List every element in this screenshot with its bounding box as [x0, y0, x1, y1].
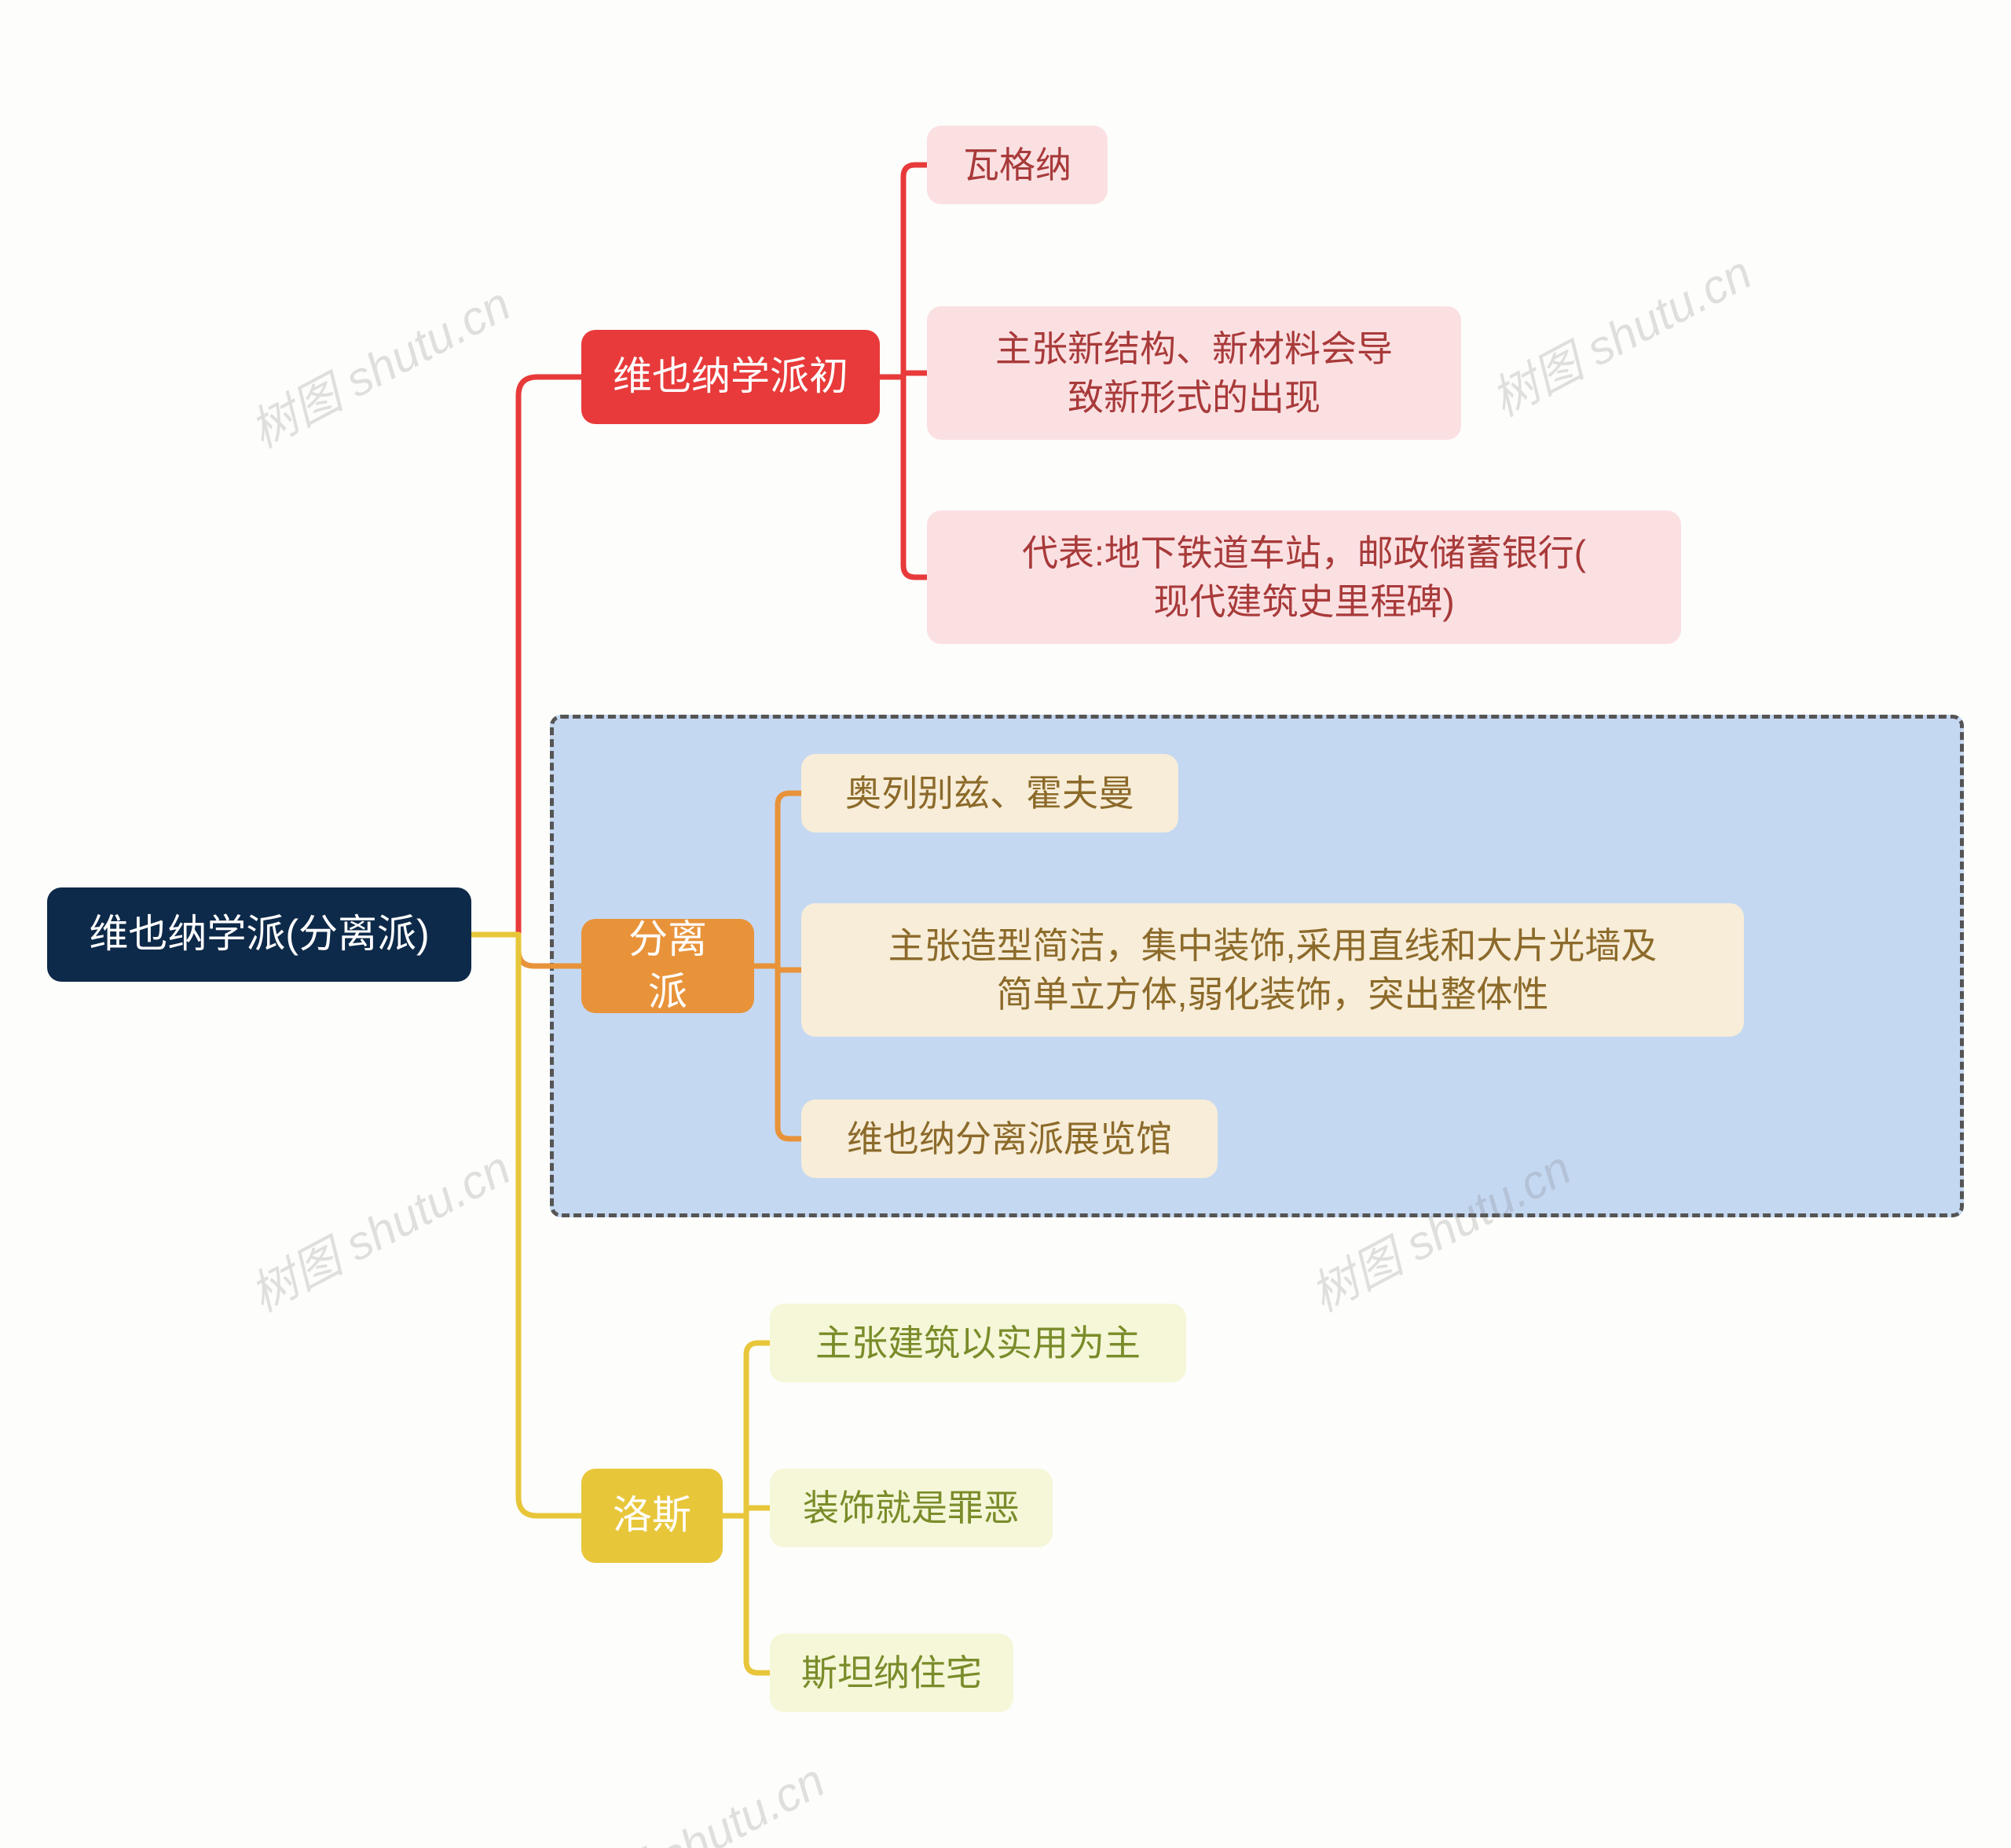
branch-label: 分离派 — [610, 913, 726, 1019]
leaf-label: 主张造型简洁，集中装饰,采用直线和大片光墙及 简单立方体,弱化装饰，突出整体性 — [888, 921, 1658, 1019]
leaf-label: 主张建筑以实用为主 — [815, 1319, 1141, 1367]
leaf-label: 装饰就是罪恶 — [803, 1484, 1020, 1532]
leaf-node[interactable]: 主张造型简洁，集中装饰,采用直线和大片光墙及 简单立方体,弱化装饰，突出整体性 — [801, 903, 1744, 1037]
leaf-label: 主张新结构、新材料会导 致新形式的出现 — [995, 324, 1393, 422]
branch-node[interactable]: 维也纳学派初 — [581, 330, 880, 424]
leaf-node[interactable]: 斯坦纳住宅 — [770, 1634, 1013, 1712]
branch-node[interactable]: 洛斯 — [581, 1469, 723, 1563]
watermark: 树图 shutu.cn — [1478, 236, 1762, 430]
leaf-node[interactable]: 代表:地下铁道车站，邮政储蓄银行( 现代建筑史里程碑) — [927, 510, 1681, 644]
mindmap-canvas: 维也纳学派(分离派) 维也纳学派初 瓦格纳主张新结构、新材料会导 致新形式的出现代… — [0, 0, 2011, 1848]
root-label: 维也纳学派(分离派) — [89, 908, 429, 961]
watermark: 树图 shutu.cn — [551, 1744, 835, 1848]
leaf-label: 代表:地下铁道车站，邮政储蓄银行( 现代建筑史里程碑) — [1022, 529, 1586, 626]
leaf-node[interactable]: 主张建筑以实用为主 — [770, 1304, 1186, 1382]
branch-label: 洛斯 — [613, 1489, 691, 1542]
watermark: 树图 shutu.cn — [236, 1131, 521, 1325]
leaf-label: 斯坦纳住宅 — [801, 1649, 982, 1697]
leaf-label: 奥列别兹、霍夫曼 — [845, 769, 1134, 818]
watermark: 树图 shutu.cn — [236, 267, 521, 461]
leaf-label: 维也纳分离派展览馆 — [847, 1114, 1172, 1163]
leaf-node[interactable]: 奥列别兹、霍夫曼 — [801, 754, 1178, 833]
leaf-node[interactable]: 主张新结构、新材料会导 致新形式的出现 — [927, 306, 1461, 440]
leaf-label: 瓦格纳 — [963, 141, 1071, 189]
leaf-node[interactable]: 装饰就是罪恶 — [770, 1469, 1053, 1547]
leaf-node[interactable]: 维也纳分离派展览馆 — [801, 1100, 1218, 1178]
branch-label: 维也纳学派初 — [613, 350, 848, 404]
root-node[interactable]: 维也纳学派(分离派) — [47, 887, 471, 982]
leaf-node[interactable]: 瓦格纳 — [927, 126, 1108, 204]
branch-node[interactable]: 分离派 — [581, 919, 754, 1013]
